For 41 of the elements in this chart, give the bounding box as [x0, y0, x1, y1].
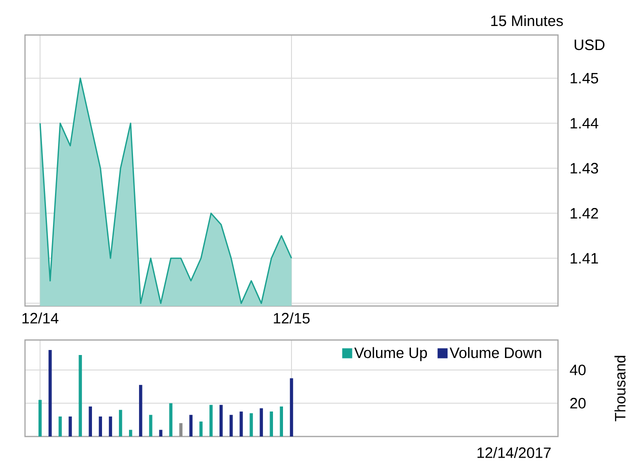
bar [108, 416, 112, 436]
y-tick-label: 1.42 [570, 208, 598, 218]
bar [290, 378, 294, 436]
x-tick-label: 12/15 [274, 312, 310, 324]
legend-label: Volume Up [354, 347, 427, 362]
bar [220, 404, 223, 436]
bar [270, 412, 273, 436]
bar [58, 416, 62, 436]
bar [260, 408, 263, 436]
y-tick-label: 1.41 [570, 253, 598, 264]
bar [179, 423, 182, 436]
bar [68, 416, 72, 436]
bar [250, 413, 253, 436]
bar [230, 414, 233, 436]
y-tick-label: 40 [570, 364, 586, 376]
x-tick-label: 12/14 [22, 312, 58, 324]
bar [128, 430, 132, 436]
bar [240, 412, 243, 436]
bar [209, 404, 213, 436]
y-tick-label: 1.44 [570, 118, 598, 128]
bar [189, 414, 193, 436]
bar [78, 354, 82, 436]
bar [159, 430, 162, 436]
y-tick-label: 1.45 [570, 72, 598, 84]
text: 12/14/2017 [478, 447, 551, 458]
bar [118, 410, 122, 436]
bar [88, 406, 92, 436]
y-tick-label: 1.43 [570, 162, 598, 174]
y-tick-label: 20 [570, 398, 586, 409]
bar [169, 403, 172, 436]
bar [98, 416, 102, 436]
legend-label: Volume Down [450, 347, 542, 358]
chart-subtitle: 15 Minutes [491, 15, 563, 26]
y-axis-title: USD [574, 40, 604, 50]
bar [48, 350, 52, 436]
bar [139, 384, 142, 436]
bar [199, 422, 203, 436]
bar [38, 400, 42, 436]
bar [149, 414, 152, 436]
bar [280, 406, 284, 436]
y-axis-title: Thousand [614, 356, 626, 422]
